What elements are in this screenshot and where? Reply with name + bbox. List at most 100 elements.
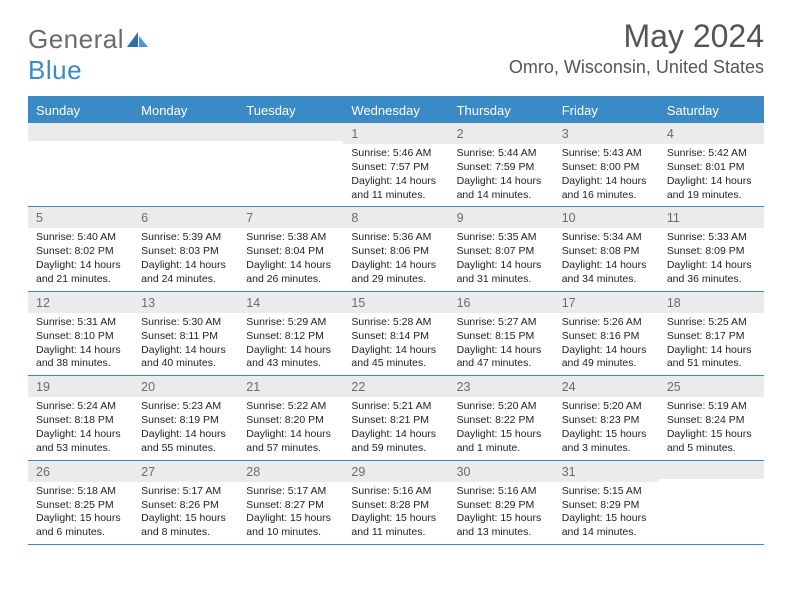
daynum-bar <box>238 123 343 141</box>
day-details: Sunrise: 5:16 AMSunset: 8:29 PMDaylight:… <box>449 482 554 544</box>
day-number: 13 <box>141 296 155 310</box>
daynum-bar: 31 <box>554 461 659 482</box>
day-details: Sunrise: 5:25 AMSunset: 8:17 PMDaylight:… <box>659 313 764 375</box>
day-cell-28: 28Sunrise: 5:17 AMSunset: 8:27 PMDayligh… <box>238 461 343 544</box>
day-cell-4: 4Sunrise: 5:42 AMSunset: 8:01 PMDaylight… <box>659 123 764 206</box>
calendar: SundayMondayTuesdayWednesdayThursdayFrid… <box>28 96 764 545</box>
day-details: Sunrise: 5:17 AMSunset: 8:26 PMDaylight:… <box>133 482 238 544</box>
daynum-bar: 12 <box>28 292 133 313</box>
daynum-bar: 26 <box>28 461 133 482</box>
dow-saturday: Saturday <box>659 98 764 123</box>
day-number: 2 <box>457 127 464 141</box>
daynum-bar: 3 <box>554 123 659 144</box>
daynum-bar: 8 <box>343 207 448 228</box>
brand-text-a: General <box>28 24 124 54</box>
day-details: Sunrise: 5:21 AMSunset: 8:21 PMDaylight:… <box>343 397 448 459</box>
day-number: 9 <box>457 211 464 225</box>
day-number: 16 <box>457 296 471 310</box>
day-number: 7 <box>246 211 253 225</box>
daynum-bar <box>28 123 133 141</box>
day-cell-16: 16Sunrise: 5:27 AMSunset: 8:15 PMDayligh… <box>449 292 554 375</box>
day-details: Sunrise: 5:38 AMSunset: 8:04 PMDaylight:… <box>238 228 343 290</box>
day-details: Sunrise: 5:31 AMSunset: 8:10 PMDaylight:… <box>28 313 133 375</box>
day-number: 24 <box>562 380 576 394</box>
daynum-bar: 9 <box>449 207 554 228</box>
sail-icon <box>126 30 150 50</box>
daynum-bar: 25 <box>659 376 764 397</box>
empty-cell <box>133 123 238 206</box>
day-cell-3: 3Sunrise: 5:43 AMSunset: 8:00 PMDaylight… <box>554 123 659 206</box>
daynum-bar: 1 <box>343 123 448 144</box>
empty-cell <box>238 123 343 206</box>
day-cell-7: 7 Sunrise: 5:38 AMSunset: 8:04 PMDaylight… <box>238 207 343 290</box>
daynum-bar: 20 <box>133 376 238 397</box>
day-number: 12 <box>36 296 50 310</box>
day-details: Sunrise: 5:30 AMSunset: 8:11 PMDaylight:… <box>133 313 238 375</box>
daynum-bar: 2 <box>449 123 554 144</box>
daynum-bar: 17 <box>554 292 659 313</box>
daynum-bar: 15 <box>343 292 448 313</box>
day-details: Sunrise: 5:40 AMSunset: 8:02 PMDaylight:… <box>28 228 133 290</box>
daynum-bar: 29 <box>343 461 448 482</box>
day-details: Sunrise: 5:16 AMSunset: 8:28 PMDaylight:… <box>343 482 448 544</box>
day-number: 29 <box>351 465 365 479</box>
day-number: 26 <box>36 465 50 479</box>
day-cell-12: 12 Sunrise: 5:31 AMSunset: 8:10 PMDayligh… <box>28 292 133 375</box>
day-number: 6 <box>141 211 148 225</box>
day-number: 5 <box>36 211 43 225</box>
daynum-bar: 30 <box>449 461 554 482</box>
day-details: Sunrise: 5:46 AMSunset: 7:57 PMDaylight:… <box>343 144 448 206</box>
day-cell-6: 6 Sunrise: 5:39 AMSunset: 8:03 PMDaylight… <box>133 207 238 290</box>
day-cell-24: 24Sunrise: 5:20 AMSunset: 8:23 PMDayligh… <box>554 376 659 459</box>
day-details: Sunrise: 5:19 AMSunset: 8:24 PMDaylight:… <box>659 397 764 459</box>
day-cell-5: 5 Sunrise: 5:40 AMSunset: 8:02 PMDaylight… <box>28 207 133 290</box>
day-cell-8: 8Sunrise: 5:36 AMSunset: 8:06 PMDaylight… <box>343 207 448 290</box>
daynum-bar: 23 <box>449 376 554 397</box>
daynum-bar <box>133 123 238 141</box>
day-number: 25 <box>667 380 681 394</box>
day-details: Sunrise: 5:24 AMSunset: 8:18 PMDaylight:… <box>28 397 133 459</box>
title-block: May 2024 Omro, Wisconsin, United States <box>509 18 764 78</box>
day-details: Sunrise: 5:26 AMSunset: 8:16 PMDaylight:… <box>554 313 659 375</box>
day-cell-15: 15Sunrise: 5:28 AMSunset: 8:14 PMDayligh… <box>343 292 448 375</box>
day-number: 18 <box>667 296 681 310</box>
day-number: 22 <box>351 380 365 394</box>
daynum-bar <box>659 461 764 479</box>
day-cell-14: 14Sunrise: 5:29 AMSunset: 8:12 PMDayligh… <box>238 292 343 375</box>
empty-cell <box>659 461 764 544</box>
day-number: 8 <box>351 211 358 225</box>
week-row: 12 Sunrise: 5:31 AMSunset: 8:10 PMDayligh… <box>28 292 764 376</box>
day-details: Sunrise: 5:29 AMSunset: 8:12 PMDaylight:… <box>238 313 343 375</box>
day-cell-18: 18 Sunrise: 5:25 AMSunset: 8:17 PMDayligh… <box>659 292 764 375</box>
day-details: Sunrise: 5:35 AMSunset: 8:07 PMDaylight:… <box>449 228 554 290</box>
day-cell-23: 23Sunrise: 5:20 AMSunset: 8:22 PMDayligh… <box>449 376 554 459</box>
daynum-bar: 16 <box>449 292 554 313</box>
dow-monday: Monday <box>133 98 238 123</box>
day-details: Sunrise: 5:15 AMSunset: 8:29 PMDaylight:… <box>554 482 659 544</box>
day-details: Sunrise: 5:18 AMSunset: 8:25 PMDaylight:… <box>28 482 133 544</box>
dow-sunday: Sunday <box>28 98 133 123</box>
day-cell-22: 22 Sunrise: 5:21 AMSunset: 8:21 PMDayligh… <box>343 376 448 459</box>
day-number: 10 <box>562 211 576 225</box>
brand-text: GeneralBlue <box>28 24 151 86</box>
daynum-bar: 7 <box>238 207 343 228</box>
header: GeneralBlue May 2024 Omro, Wisconsin, Un… <box>28 18 764 86</box>
day-number: 17 <box>562 296 576 310</box>
day-cell-1: 1Sunrise: 5:46 AMSunset: 7:57 PMDaylight… <box>343 123 448 206</box>
day-cell-9: 9 Sunrise: 5:35 AMSunset: 8:07 PMDaylight… <box>449 207 554 290</box>
month-title: May 2024 <box>509 18 764 55</box>
daynum-bar: 11 <box>659 207 764 228</box>
day-number: 3 <box>562 127 569 141</box>
day-details: Sunrise: 5:34 AMSunset: 8:08 PMDaylight:… <box>554 228 659 290</box>
week-row: 19Sunrise: 5:24 AMSunset: 8:18 PMDayligh… <box>28 376 764 460</box>
day-number: 11 <box>667 211 680 225</box>
day-cell-17: 17 Sunrise: 5:26 AMSunset: 8:16 PMDayligh… <box>554 292 659 375</box>
day-number: 27 <box>141 465 155 479</box>
week-row: 5 Sunrise: 5:40 AMSunset: 8:02 PMDaylight… <box>28 207 764 291</box>
day-details: Sunrise: 5:44 AMSunset: 7:59 PMDaylight:… <box>449 144 554 206</box>
day-number: 30 <box>457 465 471 479</box>
dow-thursday: Thursday <box>449 98 554 123</box>
day-cell-11: 11Sunrise: 5:33 AMSunset: 8:09 PMDayligh… <box>659 207 764 290</box>
daynum-bar: 21 <box>238 376 343 397</box>
day-details: Sunrise: 5:39 AMSunset: 8:03 PMDaylight:… <box>133 228 238 290</box>
